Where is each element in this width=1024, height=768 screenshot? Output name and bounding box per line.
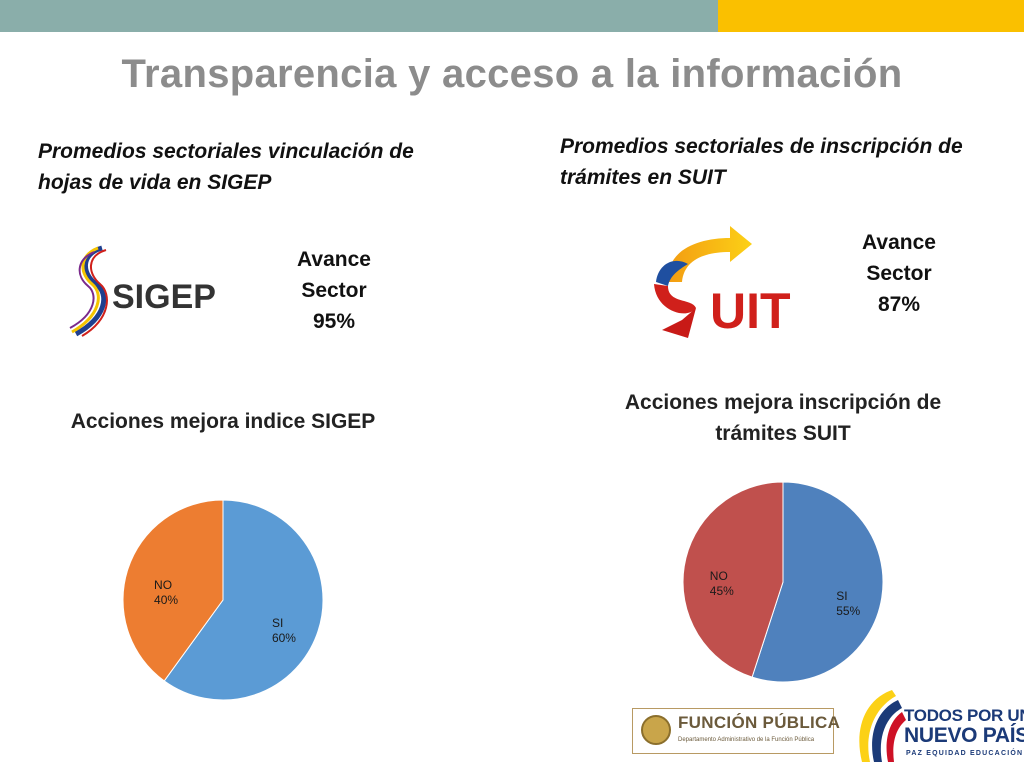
funcion-publica-name: FUNCIÓN PÚBLICA xyxy=(678,713,841,732)
sigep-heading: Promedios sectoriales vinculación de hoj… xyxy=(38,140,414,194)
sector-label: Sector xyxy=(301,279,367,302)
sigep-logo-text: SIGEP xyxy=(112,278,216,316)
sigep-logo: SIGEP xyxy=(69,245,216,337)
top-bar-teal xyxy=(0,0,718,32)
pie-percent-si: 60% xyxy=(272,631,296,645)
pie-percent-si: 55% xyxy=(836,604,860,618)
sigep-avance: Avance Sector 95% xyxy=(274,244,394,337)
todos-por-un-text: TODOS POR UN xyxy=(904,706,1024,725)
pie-slice-si xyxy=(163,499,324,701)
pie-slice-si xyxy=(751,481,884,683)
suit-logo-text: UIT xyxy=(710,283,791,339)
avance-label: Avance xyxy=(297,248,371,271)
pie-slice-no xyxy=(682,481,784,678)
coat-of-arms-icon xyxy=(641,715,671,745)
nuevo-pais-text: NUEVO PAÍS xyxy=(904,724,1024,747)
pie-label-no: NO xyxy=(710,569,728,583)
todos-por-un-nuevo-pais-logo: TODOS POR UN NUEVO PAÍS PAZ EQUIDAD EDUC… xyxy=(852,686,1024,766)
avance-label: Avance xyxy=(862,231,936,254)
pie-label-no: NO xyxy=(154,578,172,592)
chart-title-sigep: Acciones mejora indice SIGEP xyxy=(70,410,376,433)
funcion-publica-logo: FUNCIÓN PÚBLICA Departamento Administrat… xyxy=(632,708,840,754)
colombia-flag-swoosh-icon xyxy=(859,690,906,762)
pie-label-si: SI xyxy=(272,616,283,630)
pie-slice-no xyxy=(122,499,224,682)
slide-title: Transparencia y acceso a la información xyxy=(121,52,903,96)
avance-value: 87% xyxy=(877,293,921,316)
avance-value: 95% xyxy=(312,310,356,333)
suit-logo: UIT xyxy=(654,226,791,339)
sector-label: Sector xyxy=(866,262,932,285)
funcion-publica-subtitle: Departamento Administrativo de la Funció… xyxy=(678,737,815,743)
pie-label-si: SI xyxy=(836,589,847,603)
pie-percent-no: 45% xyxy=(710,584,734,598)
suit-avance: Avance Sector 87% xyxy=(839,227,959,320)
pie-percent-no: 40% xyxy=(154,593,178,607)
suit-heading: Promedios sectoriales de inscripción de … xyxy=(560,135,963,189)
chart-title-suit: Acciones mejora inscripción de trámites … xyxy=(624,391,942,445)
top-bar-gold xyxy=(718,0,1024,32)
paz-equidad-educacion-text: PAZ EQUIDAD EDUCACIÓN xyxy=(906,750,1024,757)
